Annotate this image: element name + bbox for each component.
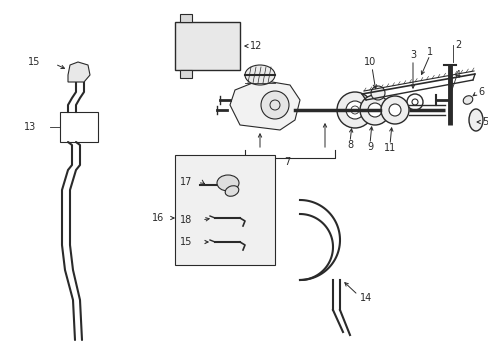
Text: 11: 11 xyxy=(383,143,395,153)
Bar xyxy=(175,22,240,70)
Text: 16: 16 xyxy=(152,213,164,223)
Text: 9: 9 xyxy=(366,142,372,152)
Polygon shape xyxy=(68,62,90,82)
Bar xyxy=(60,112,98,142)
Bar xyxy=(180,14,192,22)
Text: 14: 14 xyxy=(359,293,371,303)
Ellipse shape xyxy=(468,109,482,131)
Text: 4: 4 xyxy=(454,70,460,80)
Text: 13: 13 xyxy=(24,122,36,132)
Text: 15: 15 xyxy=(28,57,41,67)
Text: 10: 10 xyxy=(363,57,375,67)
Circle shape xyxy=(367,103,381,117)
Circle shape xyxy=(388,104,400,116)
Text: 6: 6 xyxy=(477,87,483,97)
Text: 1: 1 xyxy=(426,47,432,57)
Text: 8: 8 xyxy=(346,140,352,150)
Circle shape xyxy=(346,101,363,119)
Text: 3: 3 xyxy=(409,50,415,60)
Ellipse shape xyxy=(462,96,472,104)
Ellipse shape xyxy=(244,65,274,85)
Bar xyxy=(175,155,274,265)
Circle shape xyxy=(380,96,408,124)
Circle shape xyxy=(370,86,384,100)
Text: 17: 17 xyxy=(180,177,192,187)
Text: 15: 15 xyxy=(180,237,192,247)
Text: 7: 7 xyxy=(284,157,289,167)
Text: 12: 12 xyxy=(249,41,262,51)
Text: 2: 2 xyxy=(454,40,460,50)
Ellipse shape xyxy=(217,175,239,191)
Circle shape xyxy=(336,92,372,128)
Text: 5: 5 xyxy=(481,117,487,127)
Bar xyxy=(180,70,192,78)
Text: 18: 18 xyxy=(180,215,192,225)
Ellipse shape xyxy=(225,186,238,196)
Circle shape xyxy=(261,91,288,119)
Polygon shape xyxy=(229,80,299,130)
Circle shape xyxy=(359,95,389,125)
